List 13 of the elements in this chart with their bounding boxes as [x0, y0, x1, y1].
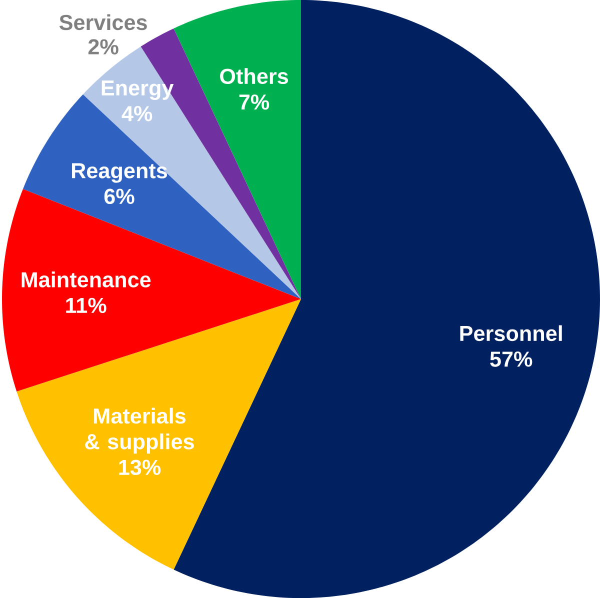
slice-label: Personnel — [460, 325, 562, 342]
slice-label: Services — [59, 14, 147, 30]
slice-label: Others — [220, 68, 288, 84]
data-label: 57% — [490, 352, 532, 367]
data-label: 6% — [104, 188, 134, 204]
slice-label: Maintenance — [22, 271, 151, 288]
slice-label: Reagents — [72, 163, 168, 183]
data-label: 7% — [239, 94, 270, 110]
slice-label: Materials & supplies — [85, 408, 194, 454]
data-label: 11% — [66, 298, 106, 314]
data-label: 2% — [88, 39, 118, 54]
data-label: 13% — [119, 460, 161, 476]
data-label: 4% — [122, 106, 152, 122]
